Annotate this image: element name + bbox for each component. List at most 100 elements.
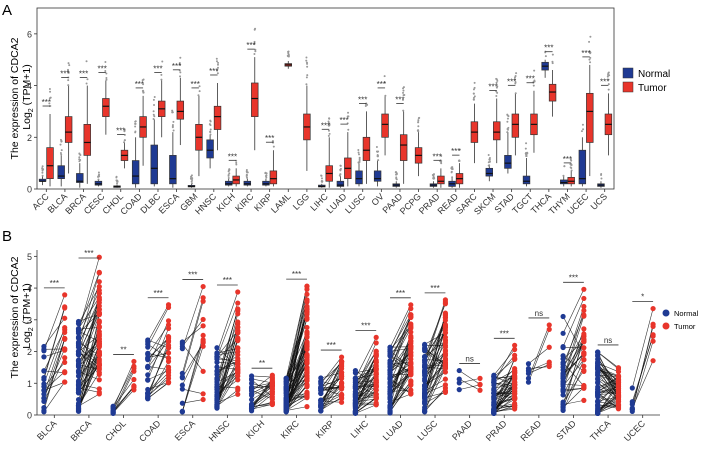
panel-b-kirc-tumor-point [304,344,310,350]
panel-a-ylabel-log: Log [21,112,33,130]
panel-b-thca-tumor-point [615,373,622,380]
panel-a-label: A [2,2,12,19]
panel-b-stad-normal-point [560,364,566,370]
panel-b-kich-pair-line [251,379,273,409]
panel-a-laml-tumor-outlier [287,52,290,55]
panel-b-stad-pair-line [563,387,584,391]
panel-b-paad-sig-label: ns [465,355,473,364]
panel-b-hnsc-tumor-point [235,356,241,362]
panel-a-skcm-xtick-label: SKCM [472,191,497,216]
panel-b-blca-normal-point [41,376,47,383]
panel-b-esca-tumor-point [200,283,206,290]
panel-b-kirc-pair-line [285,385,308,412]
panel-b-prad-pair-line [493,392,515,400]
panel-b-esca-pair-line [182,297,204,374]
panel-b-coad-pair-line [147,381,169,390]
panel-b-luad-tumor-point [408,381,414,387]
panel-a-skcm-normal-outlier [488,158,491,161]
panel-b-kich-pair-line [251,391,273,405]
panel-b-kirc-tumor-point [304,340,310,346]
panel-b-prad-tumor-point [512,373,518,380]
panel-b-brca-tumor-point [96,352,102,358]
panel-b-kirc-pair-line [285,380,308,401]
panel-b-hnsc-tumor-point [235,391,241,397]
panel-a-ucs-sig-label: *** [600,77,609,86]
panel-a-esca-normal-outlier [171,123,174,126]
panel-b-hnsc-tumor-point [235,289,241,295]
panel-a-prad-tumor-outlier [440,160,443,163]
panel-b-prad-pair-line [493,407,515,412]
panel-a-prad-tumor-outlier [440,162,443,165]
panel-b-blca-pair-line [43,357,65,402]
panel-a-sarc-tumor-outlier [473,86,476,89]
panel-b-lusc-pair-line [424,299,446,363]
panel-b-prad-pair-line [493,392,515,411]
panel-b-stad-pair-line [562,359,585,387]
panel-a-esca-xtick-label: ESCA [157,191,181,215]
panel-a-thym-normal-outlier [563,165,566,168]
panel-b-read-pair-line [528,324,550,379]
panel-b-lihc-sig-label: *** [361,321,370,330]
panel-a-lihc-tumor-outlier [327,120,330,123]
panel-a-prad-tumor-box [437,175,445,185]
panel-a-lusc-normal-outlier [357,151,360,154]
panel-b-lihc-tumor-point [373,359,379,365]
panel-b-ytick-label: 4 [27,284,32,294]
panel-a-hnsc-normal-outlier [209,120,212,123]
legend-b-normal-dot [662,309,670,317]
panel-b-brca-pair-line [78,299,100,346]
panel-a-ucec-normal-outlier [581,123,584,126]
panel-b-coad-pair-line [147,324,169,355]
panel-b-kirc-tumor-point [304,299,310,305]
panel-b-paad-xtick-label: PAAD [450,418,474,442]
panel-b-prad-normal-point [491,379,497,385]
panel-b-brca-tumor-point [96,361,102,367]
panel-a-luad-tumor-outlier [347,128,350,131]
panel-b-luad-pair-line [389,326,412,356]
panel-b-lusc-tumor-point [442,340,449,346]
panel-b-blca-tumor-point [62,315,68,321]
panel-b-esca-tumor-point [200,295,206,301]
panel-b-prad-pair-line [493,404,515,411]
panel-b-brca-pair-line [78,314,100,371]
panel-a-kirc-normal-box [243,180,252,186]
panel-b-luad-xtick-label: LUAD [381,418,405,442]
panel-b-kirp-pair-line [320,385,342,407]
panel-a-cesc-normal-box [94,180,103,186]
panel-a-thym-normal-outlier [562,174,565,177]
panel-b-brca-pair-line [78,312,100,361]
panel-b-thca-tumor-point [615,405,622,411]
panel-a-hnsc-tumor-box [213,105,222,130]
panel-a-stad-normal-box [504,155,512,169]
panel-a-dlbc-normal-box [150,144,158,185]
panel-b-luad-tumor-point [408,353,414,359]
panel-b-ucec-tumor-point [650,332,656,338]
panel-a-lusc-normal-outlier [358,156,361,159]
panel-b-hnsc-normal-point [214,350,220,356]
panel-a-gbm-normal-outlier [190,174,193,177]
panel-b-blca-tumor-point [62,335,68,341]
panel-b-lihc-tumor-point [373,400,379,406]
panel-b-lihc-normal-point [352,402,359,408]
panel-b-hnsc-normal-point [214,403,220,409]
panel-b-blca-pair-line [43,349,65,358]
panel-b-blca-pair-line [43,332,65,395]
panel-b-kirc-pair-line [285,327,308,411]
panel-b-luad-pair-line [389,335,412,383]
panel-a-laml-xtick-label: LAML [269,191,293,215]
panel-a-skcm-normal-outlier [488,157,491,160]
panel-a-kirc-normal-outlier [245,168,248,171]
panel-b-luad-normal-point [387,344,393,350]
panel-b-blca-pair-line [43,381,65,391]
panel-a-dlbc-tumor-outlier [160,78,163,81]
panel-a-acc-normal-outlier [41,168,44,171]
panel-a-kirp-tumor-outlier [271,140,274,143]
panel-b-lihc-pair-line [355,362,377,405]
panel-a-blca-tumor-outlier [67,79,70,82]
panel-b-kirp-tumor-point [338,354,345,360]
panel-a-skcm-normal-outlier [488,160,491,163]
panel-b-kirc-pair-line [285,346,308,411]
panel-b-kirc-pair-line [285,286,308,379]
panel-b-lusc-normal-point [422,354,428,360]
panel-a-thym-tumor-outlier [569,166,572,169]
